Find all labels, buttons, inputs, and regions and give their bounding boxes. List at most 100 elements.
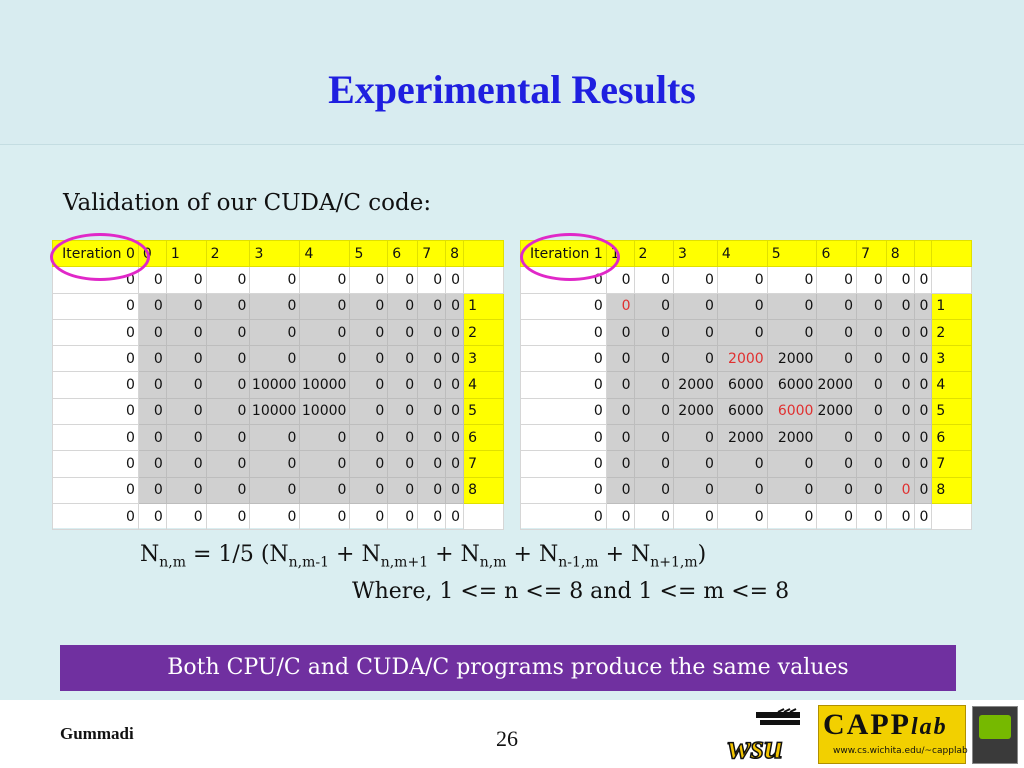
iteration-0-highlight-circle: [50, 233, 150, 281]
value-cell: 0: [137, 266, 167, 294]
value-cell: 0: [766, 292, 818, 320]
row-index-cell: 6: [931, 424, 972, 452]
value-cell: 0: [387, 424, 419, 452]
value-cell: 0: [249, 318, 301, 347]
column-header: 6: [816, 239, 858, 268]
column-header: 2: [205, 239, 251, 268]
value-cell: 0: [165, 476, 207, 504]
value-cell: 0: [205, 292, 251, 320]
value-cell: 0: [766, 318, 818, 347]
value-cell: 0: [52, 318, 139, 347]
value-cell: 0: [816, 424, 858, 452]
value-cell: 0: [137, 476, 167, 504]
value-cell: 0: [856, 266, 887, 294]
column-header: 7: [417, 239, 447, 268]
column-header: 3: [673, 239, 718, 268]
value-cell: 0: [137, 450, 167, 478]
value-cell: 0: [249, 476, 301, 504]
value-cell: 0: [633, 476, 675, 504]
column-header: 6: [387, 239, 419, 268]
value-cell: 0: [349, 424, 389, 452]
value-cell: 0: [633, 450, 675, 478]
nvidia-eye-icon: [979, 715, 1011, 739]
value-cell: 0: [445, 450, 465, 478]
value-cell: 0: [816, 292, 858, 320]
value-cell: 0: [165, 266, 207, 294]
value-cell: 0: [673, 292, 718, 320]
value-cell: 0: [716, 318, 768, 347]
value-cell: 10000: [299, 397, 351, 426]
value-cell: 0: [417, 502, 447, 531]
value-cell: 0: [633, 345, 675, 373]
column-header: 3: [249, 239, 301, 268]
value-cell: 0: [205, 476, 251, 504]
value-cell: 0: [52, 292, 139, 320]
value-cell: 0: [885, 397, 915, 426]
column-header: 5: [766, 239, 818, 268]
value-cell: 0: [673, 502, 718, 531]
value-cell: 6000: [766, 371, 818, 399]
value-cell: 0: [205, 318, 251, 347]
value-cell: 0: [885, 371, 915, 399]
value-cell: 0: [766, 502, 818, 531]
value-cell: 0: [205, 397, 251, 426]
value-cell: 0: [349, 397, 389, 426]
value-cell: 0: [52, 424, 139, 452]
value-cell: 0: [165, 424, 207, 452]
value-cell: 0: [605, 292, 635, 320]
value-cell: 0: [605, 345, 635, 373]
value-cell: 0: [913, 397, 933, 426]
value-cell: 0: [417, 424, 447, 452]
iteration-1-highlight-circle: [520, 233, 620, 281]
column-header: 8: [885, 239, 915, 268]
value-cell: 0: [605, 318, 635, 347]
value-cell: 0: [417, 292, 447, 320]
value-cell: 0: [445, 371, 465, 399]
value-cell: 0: [299, 345, 351, 373]
value-cell: 0: [249, 266, 301, 294]
value-cell: 10000: [299, 371, 351, 399]
row-index-cell: 7: [463, 450, 504, 478]
value-cell: 0: [605, 502, 635, 531]
value-cell: 0: [137, 424, 167, 452]
value-cell: 0: [205, 371, 251, 399]
value-cell: 0: [299, 266, 351, 294]
value-cell: 0: [885, 476, 915, 504]
value-cell: 0: [913, 450, 933, 478]
value-cell: 0: [349, 502, 389, 531]
value-cell: 0: [816, 318, 858, 347]
value-cell: 0: [387, 292, 419, 320]
value-cell: 0: [137, 397, 167, 426]
value-cell: 0: [249, 424, 301, 452]
value-cell: 0: [856, 345, 887, 373]
value-cell: 0: [885, 424, 915, 452]
value-cell: 0: [520, 371, 607, 399]
value-cell: 0: [445, 318, 465, 347]
value-cell: 0: [856, 476, 887, 504]
value-cell: 0: [52, 476, 139, 504]
value-cell: 0: [417, 476, 447, 504]
table-row: 0 0 0 0 2000 2000 0 0 0 0 3: [520, 345, 972, 373]
value-cell: 0: [633, 502, 675, 531]
row-index-cell: 3: [931, 345, 972, 373]
value-cell: 0: [913, 292, 933, 320]
value-cell: 0: [299, 450, 351, 478]
value-cell: 0: [387, 397, 419, 426]
value-cell: 0: [205, 345, 251, 373]
value-cell: 0: [299, 502, 351, 531]
value-cell: 2000: [816, 397, 858, 426]
value-cell: 0: [816, 476, 858, 504]
value-cell: 0: [165, 345, 207, 373]
value-cell: 0: [387, 371, 419, 399]
value-cell: 6000: [716, 397, 768, 426]
value-cell: 0: [520, 318, 607, 347]
slide-title: Experimental Results: [328, 67, 696, 112]
value-cell: 0: [249, 345, 301, 373]
